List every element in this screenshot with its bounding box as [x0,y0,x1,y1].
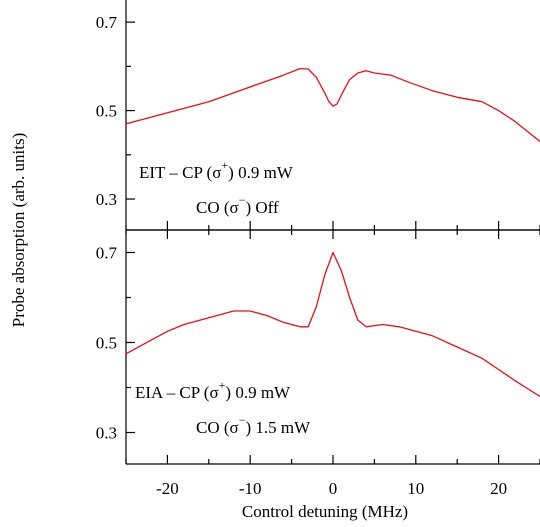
x-tick-label: -20 [156,479,179,498]
y-tick-label: 0.7 [96,244,118,263]
annotation-line-1: EIA – CP (σ+) 0.9 mW [135,378,291,402]
x-tick-label: 0 [329,479,338,498]
series-line [125,251,540,398]
x-tick-label: -10 [239,479,262,498]
y-axis-title: Probe absorption (arb. units) [9,133,28,328]
panels: 0.3 0.5 0.7 EIT – CP (σ+) 0.9 mW CO (σ−) Off… [96,0,540,498]
panel-top: 0.3 0.5 0.7 EIT – CP (σ+) 0.9 mW CO (σ−) Off [96,0,540,231]
y-tick-label: 0.5 [96,334,117,353]
x-axis-title: Control detuning (MHz) [242,502,408,521]
x-tick-label: 20 [490,479,507,498]
y-tick-label: 0.3 [96,190,117,209]
annotation-line-1: EIT – CP (σ+) 0.9 mW [139,158,294,182]
y-tick-label: 0.5 [96,102,117,121]
annotation-line-2: CO (σ−) Off [196,193,279,217]
series-line [125,67,540,143]
y-tick-label: 0.7 [96,13,118,32]
panel-bottom: 0.3 0.5 0.7 -20 -10 0 10 20 EIA – CP (σ+) 0.9 mW… [96,229,540,498]
y-tick-label: 0.3 [96,424,117,443]
annotation-line-2: CO (σ−) 1.5 mW [196,413,311,437]
x-tick-label: 10 [407,479,424,498]
